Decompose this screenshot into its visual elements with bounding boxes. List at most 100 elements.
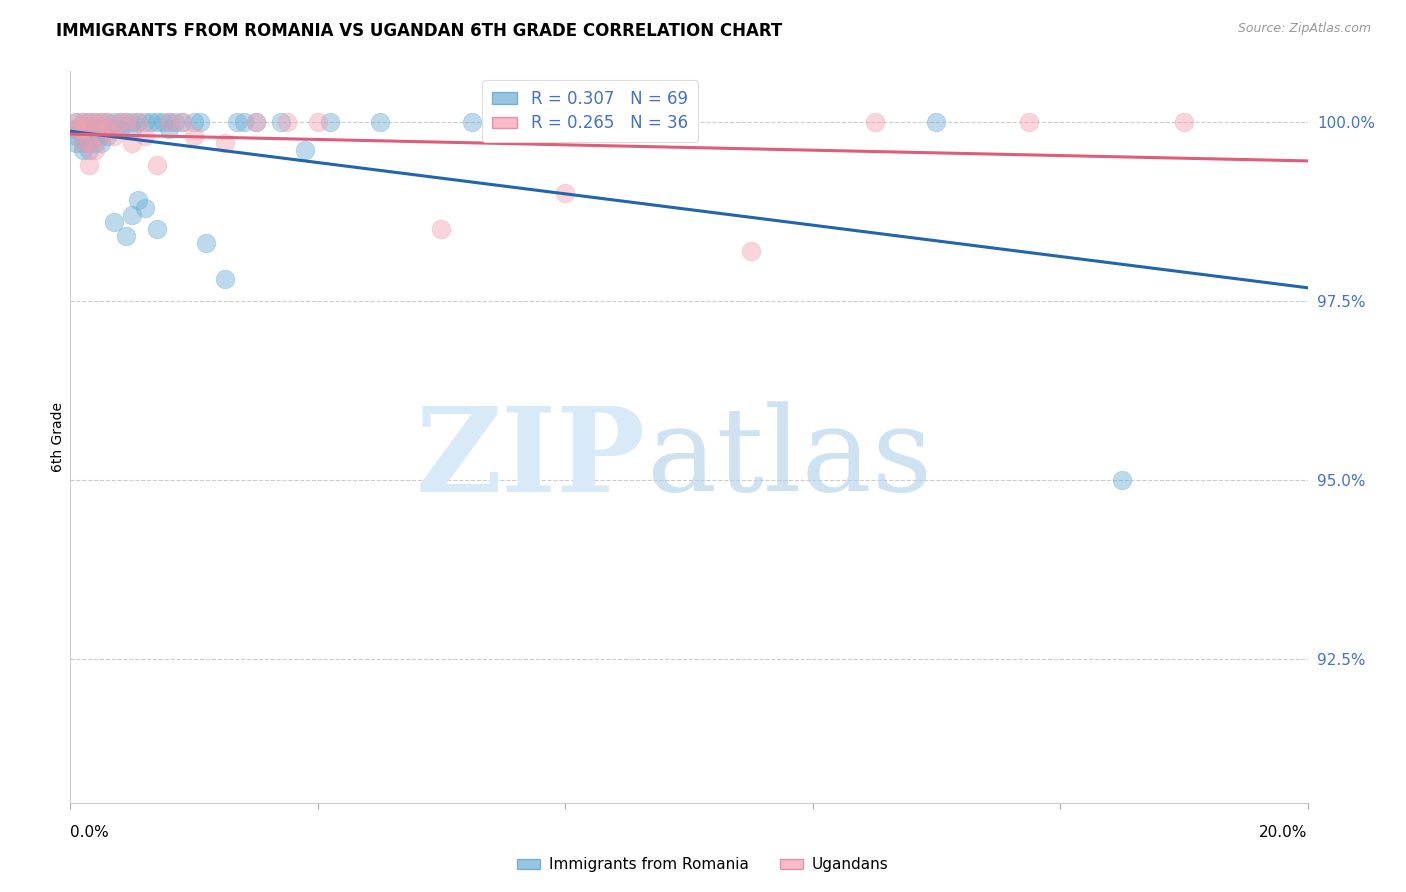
Point — [72, 114, 94, 128]
Y-axis label: 6th Grade: 6th Grade — [51, 402, 65, 472]
Point — [214, 136, 236, 150]
Point — [152, 114, 174, 128]
Text: 20.0%: 20.0% — [1260, 825, 1308, 840]
Point — [65, 114, 87, 128]
Point — [157, 114, 180, 128]
Point — [430, 222, 453, 236]
Point — [188, 114, 211, 128]
Text: Source: ZipAtlas.com: Source: ZipAtlas.com — [1237, 22, 1371, 36]
Point — [115, 229, 138, 244]
Point — [121, 121, 143, 136]
Point — [103, 114, 125, 128]
Point — [127, 114, 149, 128]
Point — [134, 114, 156, 128]
Point — [72, 121, 94, 136]
Point — [139, 114, 162, 128]
Point — [77, 136, 100, 150]
Point — [127, 114, 149, 128]
Point — [1111, 473, 1133, 487]
Point — [115, 114, 138, 128]
Point — [72, 121, 94, 136]
Point — [647, 114, 669, 128]
Point — [232, 114, 254, 128]
Point — [96, 128, 118, 143]
Point — [103, 128, 125, 143]
Point — [90, 128, 112, 143]
Point — [121, 136, 143, 150]
Point — [84, 136, 107, 150]
Point — [554, 186, 576, 201]
Point — [77, 114, 100, 128]
Point — [84, 114, 107, 128]
Point — [77, 158, 100, 172]
Point — [170, 114, 193, 128]
Point — [96, 121, 118, 136]
Point — [115, 114, 138, 128]
Point — [183, 128, 205, 143]
Point — [170, 114, 193, 128]
Point — [146, 222, 169, 236]
Point — [294, 143, 316, 157]
Point — [77, 143, 100, 157]
Point — [72, 136, 94, 150]
Point — [146, 158, 169, 172]
Point — [90, 136, 112, 150]
Point — [134, 201, 156, 215]
Point — [90, 114, 112, 128]
Point — [554, 114, 576, 128]
Point — [65, 121, 87, 136]
Point — [65, 114, 87, 128]
Point — [740, 244, 762, 258]
Text: 0.0%: 0.0% — [70, 825, 110, 840]
Point — [368, 114, 391, 128]
Point — [90, 128, 112, 143]
Point — [226, 114, 249, 128]
Point — [72, 128, 94, 143]
Legend: R = 0.307   N = 69, R = 0.265   N = 36: R = 0.307 N = 69, R = 0.265 N = 36 — [482, 79, 697, 143]
Point — [84, 114, 107, 128]
Point — [72, 114, 94, 128]
Point — [90, 114, 112, 128]
Point — [84, 143, 107, 157]
Point — [270, 114, 292, 128]
Point — [195, 236, 218, 251]
Legend: Immigrants from Romania, Ugandans: Immigrants from Romania, Ugandans — [510, 849, 896, 880]
Point — [77, 121, 100, 136]
Point — [84, 128, 107, 143]
Point — [65, 136, 87, 150]
Point — [319, 114, 342, 128]
Point — [127, 194, 149, 208]
Point — [616, 114, 638, 128]
Point — [65, 128, 87, 143]
Point — [214, 272, 236, 286]
Point — [121, 208, 143, 222]
Point — [77, 114, 100, 128]
Point — [77, 136, 100, 150]
Point — [72, 136, 94, 150]
Point — [1173, 114, 1195, 128]
Text: ZIP: ZIP — [416, 401, 645, 516]
Point — [165, 114, 187, 128]
Point — [84, 121, 107, 136]
Point — [96, 114, 118, 128]
Point — [96, 121, 118, 136]
Point — [103, 121, 125, 136]
Point — [925, 114, 948, 128]
Point — [72, 143, 94, 157]
Point — [157, 114, 180, 128]
Point — [157, 121, 180, 136]
Text: atlas: atlas — [645, 401, 932, 516]
Point — [108, 121, 131, 136]
Point — [65, 121, 87, 136]
Point — [863, 114, 886, 128]
Point — [96, 114, 118, 128]
Point — [65, 121, 87, 136]
Point — [1018, 114, 1040, 128]
Point — [134, 128, 156, 143]
Point — [77, 128, 100, 143]
Point — [72, 121, 94, 136]
Point — [245, 114, 267, 128]
Point — [183, 114, 205, 128]
Point — [121, 114, 143, 128]
Point — [90, 121, 112, 136]
